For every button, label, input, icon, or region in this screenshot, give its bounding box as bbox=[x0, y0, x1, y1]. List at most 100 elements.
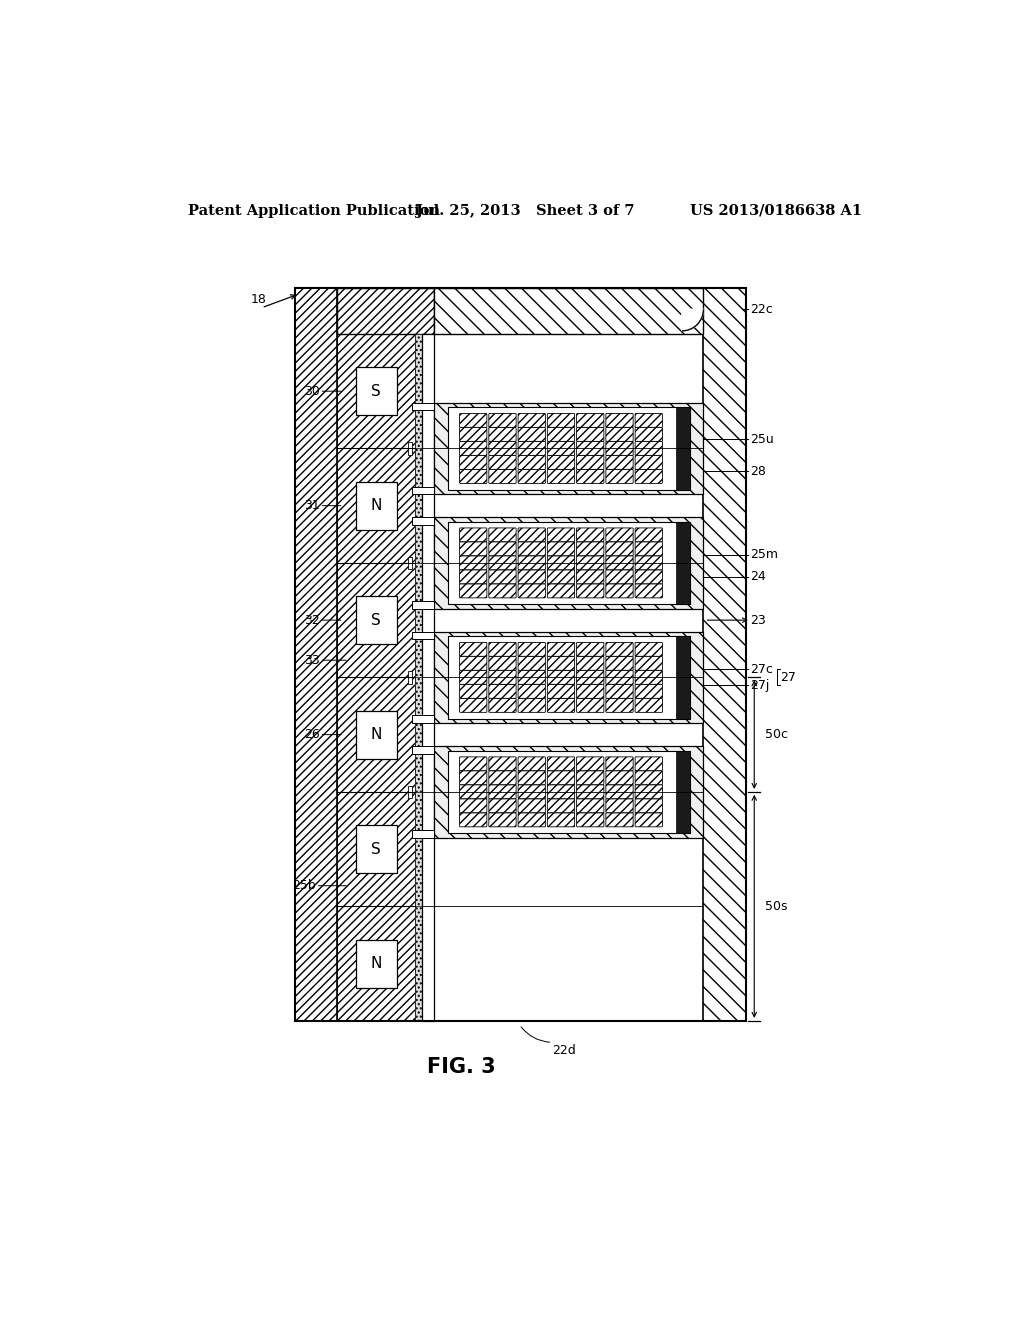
FancyBboxPatch shape bbox=[460, 570, 486, 583]
FancyBboxPatch shape bbox=[460, 771, 486, 785]
Text: Jul. 25, 2013   Sheet 3 of 7: Jul. 25, 2013 Sheet 3 of 7 bbox=[416, 203, 634, 218]
FancyBboxPatch shape bbox=[606, 441, 633, 455]
Bar bbox=[337, 792, 416, 907]
FancyBboxPatch shape bbox=[606, 643, 633, 656]
Bar bbox=[355, 825, 396, 873]
FancyBboxPatch shape bbox=[460, 685, 486, 698]
Bar bbox=[413, 631, 434, 639]
Text: 50c: 50c bbox=[765, 729, 788, 741]
Bar bbox=[447, 521, 689, 605]
FancyBboxPatch shape bbox=[577, 785, 604, 799]
FancyBboxPatch shape bbox=[577, 528, 604, 541]
FancyBboxPatch shape bbox=[577, 771, 604, 785]
Text: 26: 26 bbox=[304, 729, 319, 741]
FancyBboxPatch shape bbox=[460, 698, 486, 713]
Text: 33: 33 bbox=[304, 653, 319, 667]
Text: 50s: 50s bbox=[765, 900, 787, 913]
Bar bbox=[408, 557, 413, 569]
FancyBboxPatch shape bbox=[518, 813, 546, 826]
FancyBboxPatch shape bbox=[548, 428, 574, 441]
FancyBboxPatch shape bbox=[606, 455, 633, 470]
FancyBboxPatch shape bbox=[577, 428, 604, 441]
FancyBboxPatch shape bbox=[518, 570, 546, 583]
FancyBboxPatch shape bbox=[606, 671, 633, 684]
FancyBboxPatch shape bbox=[548, 799, 574, 813]
Bar bbox=[422, 334, 434, 1020]
FancyBboxPatch shape bbox=[488, 771, 516, 785]
FancyBboxPatch shape bbox=[606, 583, 633, 598]
Bar bbox=[434, 403, 703, 494]
FancyBboxPatch shape bbox=[577, 413, 604, 428]
FancyBboxPatch shape bbox=[518, 583, 546, 598]
FancyBboxPatch shape bbox=[518, 413, 546, 428]
FancyBboxPatch shape bbox=[460, 583, 486, 598]
FancyBboxPatch shape bbox=[606, 698, 633, 713]
Text: 23: 23 bbox=[751, 614, 766, 627]
FancyBboxPatch shape bbox=[548, 470, 574, 483]
Bar bbox=[703, 288, 745, 1020]
FancyBboxPatch shape bbox=[460, 671, 486, 684]
FancyBboxPatch shape bbox=[548, 785, 574, 799]
FancyBboxPatch shape bbox=[577, 685, 604, 698]
FancyBboxPatch shape bbox=[635, 643, 663, 656]
Text: 18: 18 bbox=[251, 293, 266, 306]
FancyBboxPatch shape bbox=[606, 685, 633, 698]
FancyBboxPatch shape bbox=[606, 543, 633, 556]
FancyBboxPatch shape bbox=[488, 813, 516, 826]
Bar bbox=[337, 449, 416, 562]
Bar bbox=[416, 334, 422, 449]
FancyBboxPatch shape bbox=[577, 698, 604, 713]
FancyBboxPatch shape bbox=[460, 756, 486, 771]
Text: 25m: 25m bbox=[751, 548, 778, 561]
FancyBboxPatch shape bbox=[548, 643, 574, 656]
Text: S: S bbox=[372, 842, 381, 857]
FancyBboxPatch shape bbox=[518, 556, 546, 570]
FancyBboxPatch shape bbox=[518, 685, 546, 698]
FancyBboxPatch shape bbox=[460, 799, 486, 813]
Bar bbox=[337, 288, 434, 334]
FancyBboxPatch shape bbox=[518, 656, 546, 671]
FancyBboxPatch shape bbox=[577, 543, 604, 556]
FancyBboxPatch shape bbox=[488, 455, 516, 470]
Text: 32: 32 bbox=[304, 614, 319, 627]
Bar bbox=[416, 449, 422, 562]
FancyBboxPatch shape bbox=[488, 470, 516, 483]
FancyBboxPatch shape bbox=[606, 428, 633, 441]
FancyBboxPatch shape bbox=[606, 413, 633, 428]
Bar bbox=[413, 746, 434, 754]
FancyBboxPatch shape bbox=[635, 556, 663, 570]
FancyBboxPatch shape bbox=[488, 556, 516, 570]
Wedge shape bbox=[682, 309, 703, 331]
FancyBboxPatch shape bbox=[606, 470, 633, 483]
Bar bbox=[434, 631, 703, 723]
Bar bbox=[447, 636, 689, 718]
Text: US 2013/0186638 A1: US 2013/0186638 A1 bbox=[690, 203, 862, 218]
FancyBboxPatch shape bbox=[460, 428, 486, 441]
FancyBboxPatch shape bbox=[577, 583, 604, 598]
Text: N: N bbox=[371, 498, 382, 513]
Bar bbox=[337, 907, 416, 1020]
FancyBboxPatch shape bbox=[635, 785, 663, 799]
FancyBboxPatch shape bbox=[577, 656, 604, 671]
FancyBboxPatch shape bbox=[460, 643, 486, 656]
Text: 27c: 27c bbox=[751, 663, 773, 676]
FancyBboxPatch shape bbox=[548, 413, 574, 428]
FancyBboxPatch shape bbox=[606, 656, 633, 671]
FancyBboxPatch shape bbox=[548, 441, 574, 455]
FancyBboxPatch shape bbox=[460, 543, 486, 556]
Bar bbox=[337, 562, 416, 677]
FancyBboxPatch shape bbox=[488, 671, 516, 684]
Bar bbox=[355, 482, 396, 529]
FancyBboxPatch shape bbox=[635, 570, 663, 583]
FancyBboxPatch shape bbox=[488, 756, 516, 771]
FancyBboxPatch shape bbox=[548, 556, 574, 570]
FancyBboxPatch shape bbox=[635, 583, 663, 598]
Bar bbox=[355, 367, 396, 416]
FancyBboxPatch shape bbox=[635, 799, 663, 813]
Bar bbox=[337, 677, 416, 792]
Bar bbox=[408, 442, 413, 454]
FancyBboxPatch shape bbox=[577, 556, 604, 570]
FancyBboxPatch shape bbox=[518, 698, 546, 713]
Text: 28: 28 bbox=[751, 465, 766, 478]
FancyBboxPatch shape bbox=[635, 470, 663, 483]
